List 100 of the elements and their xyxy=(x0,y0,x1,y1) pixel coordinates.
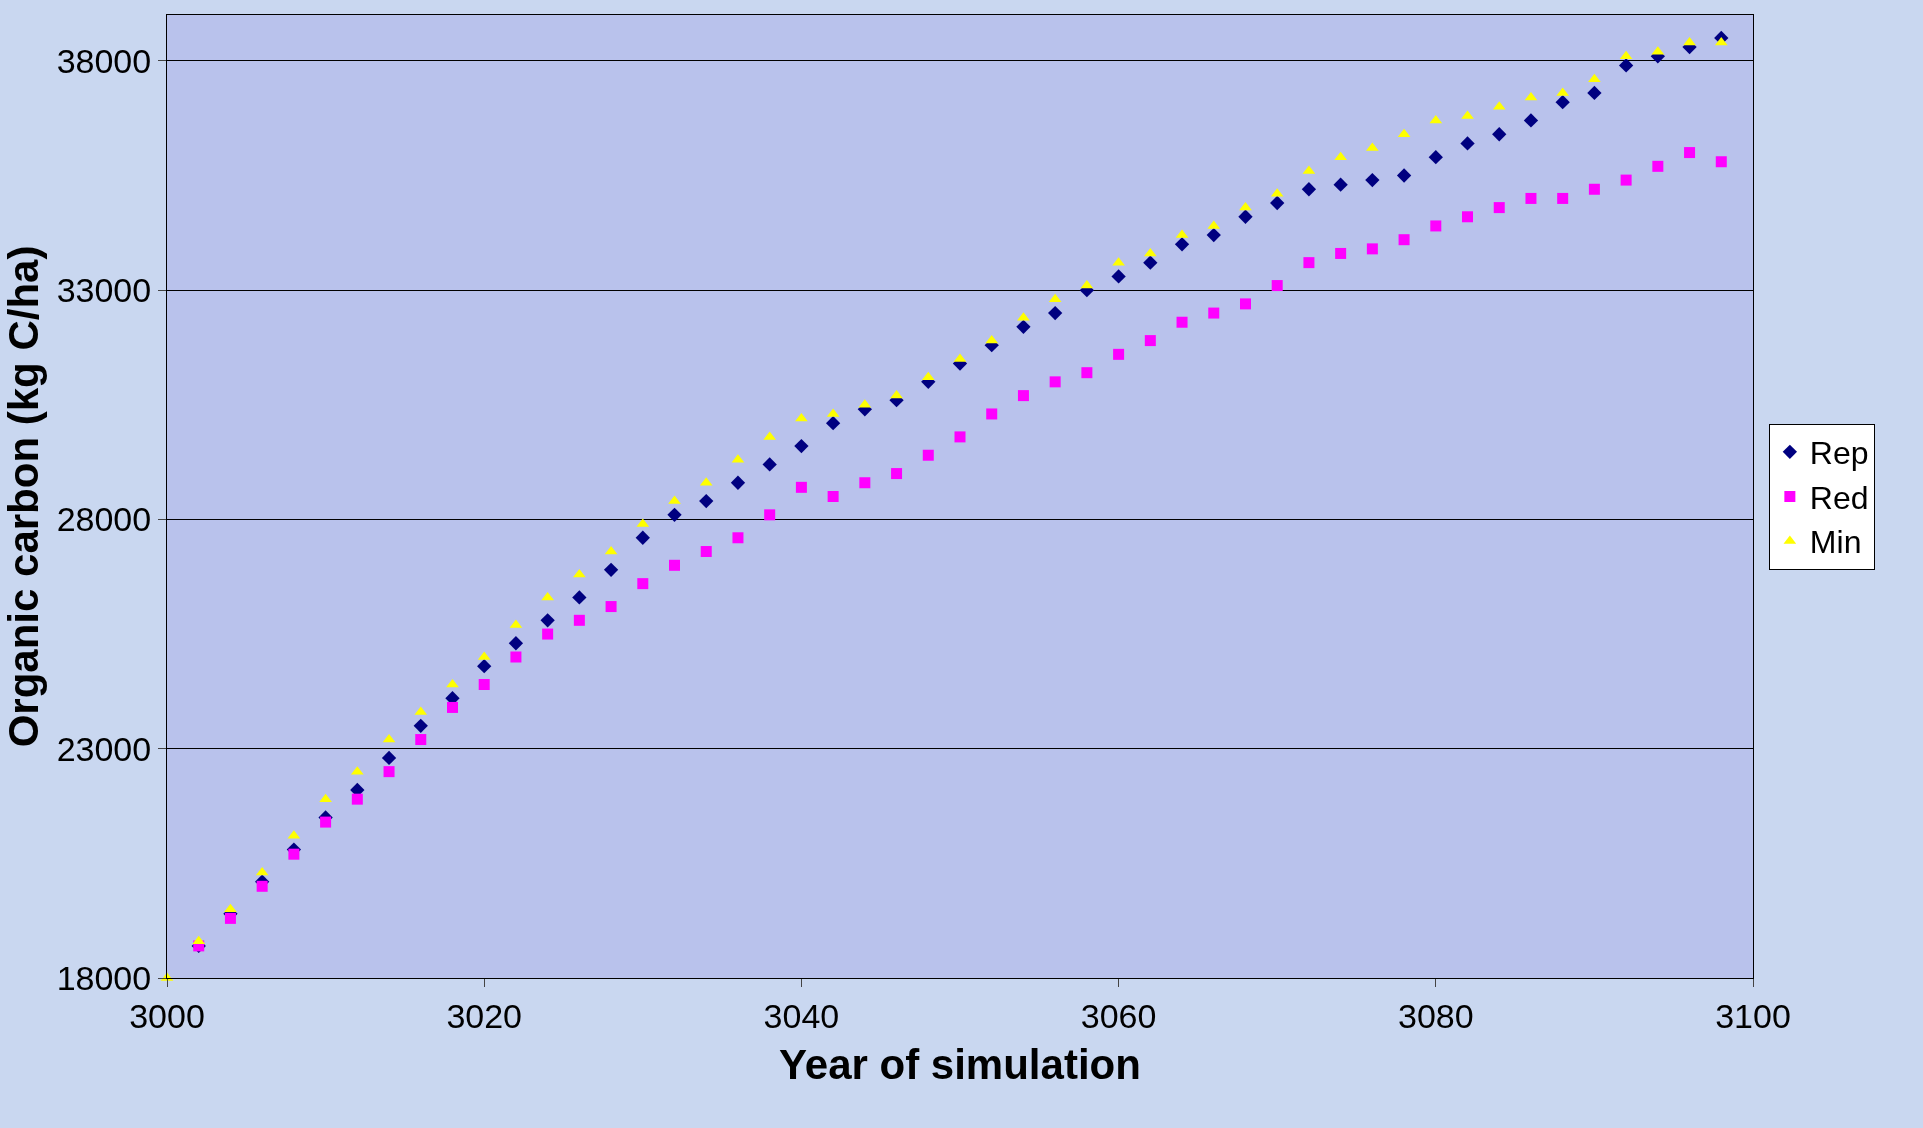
point xyxy=(1301,182,1317,197)
point xyxy=(446,701,458,713)
point xyxy=(605,601,617,613)
point xyxy=(1271,280,1283,292)
point xyxy=(1335,247,1347,259)
point xyxy=(1715,156,1727,168)
point xyxy=(1113,348,1125,360)
point xyxy=(1049,376,1061,388)
point xyxy=(700,546,712,558)
x-tick-label: 3040 xyxy=(763,996,840,1035)
point xyxy=(573,614,585,626)
y-tick-label: 28000 xyxy=(56,500,152,539)
point xyxy=(699,493,714,509)
point xyxy=(1396,168,1412,183)
point xyxy=(1206,227,1221,243)
point xyxy=(541,591,554,601)
point xyxy=(1366,243,1378,255)
point xyxy=(1143,255,1158,270)
point xyxy=(413,718,428,733)
point xyxy=(986,408,998,420)
point xyxy=(1618,58,1634,73)
point xyxy=(1684,147,1696,159)
point xyxy=(320,816,332,828)
point xyxy=(351,793,363,805)
point xyxy=(827,491,839,502)
y-axis-title: Organic carbon (kg C/ha) xyxy=(0,245,47,748)
point xyxy=(1333,177,1348,192)
x-tick-label: 3020 xyxy=(446,996,523,1035)
y-tick-label: 18000 xyxy=(56,958,152,997)
point xyxy=(256,880,268,892)
point xyxy=(1017,390,1029,402)
point xyxy=(859,477,871,489)
point xyxy=(478,679,490,691)
point xyxy=(1016,319,1031,334)
point xyxy=(1048,305,1063,321)
point xyxy=(224,912,236,924)
point xyxy=(1428,150,1443,165)
point xyxy=(1270,195,1285,211)
point xyxy=(1588,183,1600,195)
y-tick-label: 23000 xyxy=(56,729,152,768)
point xyxy=(415,734,427,746)
point xyxy=(921,371,935,381)
point xyxy=(1652,160,1664,172)
point xyxy=(1238,209,1253,224)
point xyxy=(1525,192,1537,204)
point xyxy=(1460,136,1475,151)
x-tick-label: 3000 xyxy=(129,996,205,1035)
point xyxy=(732,532,744,544)
point xyxy=(192,935,206,945)
point xyxy=(1048,293,1062,303)
point xyxy=(1430,220,1442,232)
point xyxy=(764,509,776,521)
point xyxy=(730,475,746,490)
point xyxy=(1492,127,1507,142)
x-tick-label: 3060 xyxy=(1080,996,1157,1035)
point xyxy=(1398,234,1410,246)
point xyxy=(477,659,492,674)
point xyxy=(1176,316,1188,328)
point xyxy=(637,578,649,590)
point xyxy=(1557,192,1569,204)
point xyxy=(510,651,522,663)
point xyxy=(1365,172,1380,188)
point xyxy=(669,559,681,571)
point xyxy=(1239,298,1251,310)
point xyxy=(825,415,841,431)
point xyxy=(1429,114,1443,124)
point xyxy=(1111,269,1126,284)
point xyxy=(573,568,586,578)
point xyxy=(288,848,300,860)
point xyxy=(891,468,903,480)
point xyxy=(922,449,934,461)
point xyxy=(1587,85,1602,101)
point xyxy=(954,431,966,443)
y-tick-label: 38000 xyxy=(56,41,152,80)
x-tick-label: 3100 xyxy=(1715,996,1791,1035)
point xyxy=(1555,94,1570,110)
point xyxy=(383,766,395,778)
point xyxy=(1462,211,1474,223)
x-tick-label: 3080 xyxy=(1397,996,1474,1035)
legend-label: Rep xyxy=(1809,435,1869,472)
point xyxy=(540,613,555,628)
point xyxy=(1620,174,1632,186)
point xyxy=(1174,237,1190,252)
point xyxy=(1208,307,1220,319)
point xyxy=(795,481,807,493)
point xyxy=(542,628,554,640)
point xyxy=(1143,247,1157,257)
point xyxy=(1493,202,1505,214)
point xyxy=(508,636,524,651)
point xyxy=(1303,257,1315,269)
point xyxy=(572,590,587,605)
legend-label: Red xyxy=(1809,479,1869,516)
point xyxy=(667,507,682,522)
y-tick-label: 33000 xyxy=(56,271,152,310)
point xyxy=(381,750,397,766)
x-axis-title: Year of simulation xyxy=(779,1040,1141,1088)
point xyxy=(1619,50,1633,60)
point xyxy=(794,438,809,454)
point xyxy=(762,457,777,472)
point xyxy=(1523,113,1539,128)
